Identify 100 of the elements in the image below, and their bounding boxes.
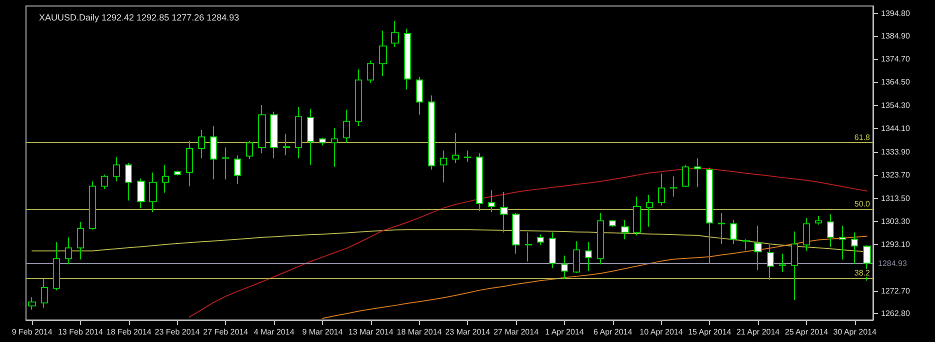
candlestick <box>670 176 677 198</box>
candlestick <box>718 212 725 245</box>
x-tick-label: 15 Apr 2014 <box>688 328 732 336</box>
candlestick <box>452 132 459 164</box>
y-tick-label: 1272.70 <box>881 286 910 296</box>
candlestick <box>198 130 205 159</box>
candlestick <box>500 191 508 233</box>
x-tick-label: 23 Mar 2014 <box>445 328 491 336</box>
annotation: 61.8 <box>854 133 871 142</box>
candlestick <box>525 232 532 262</box>
y-tick-label: 1364.50 <box>881 78 910 87</box>
x-tick-label: 1 Apr 2014 <box>545 328 584 336</box>
candlestick <box>343 109 350 144</box>
candlestick <box>561 255 568 280</box>
candlestick <box>585 242 592 272</box>
candlestick <box>428 94 435 170</box>
candlestick <box>549 232 556 269</box>
x-tick-label: 10 Apr 2014 <box>640 328 684 336</box>
candlestick <box>210 126 217 180</box>
candlestick <box>174 170 181 176</box>
candlestick <box>246 140 253 160</box>
x-tick-label: 13 Feb 2014 <box>58 328 104 336</box>
candlestick <box>355 68 362 127</box>
x-tick-label: 18 Feb 2014 <box>106 328 152 336</box>
candlestick <box>113 156 120 182</box>
candlestick <box>41 278 48 308</box>
candlestick <box>621 219 629 240</box>
candlestick <box>101 174 108 190</box>
y-tick-label: 1313.50 <box>881 194 910 203</box>
x-tick-label: 9 Feb 2014 <box>12 328 53 336</box>
y-tick-label: 1303.30 <box>881 216 910 226</box>
candlestick <box>28 296 36 310</box>
candlestick <box>694 158 701 188</box>
candlestick <box>283 133 290 156</box>
candlestick <box>125 162 132 202</box>
candlestick <box>633 196 641 236</box>
candlestick <box>754 225 762 271</box>
candlestick <box>476 152 483 212</box>
candlestick <box>779 253 786 272</box>
candlestick <box>89 180 96 230</box>
candlestick <box>658 172 665 206</box>
candlestick <box>609 219 616 228</box>
candlestick <box>537 234 544 246</box>
candlestick <box>839 225 846 260</box>
candlestick <box>295 106 302 159</box>
line-series <box>322 236 868 319</box>
candlestick <box>767 244 774 280</box>
candlestick <box>234 154 241 185</box>
y-tick-label: 1344.10 <box>881 124 910 134</box>
candlestick <box>367 60 374 84</box>
candlestick <box>319 137 326 146</box>
candlestick <box>827 214 834 248</box>
candlestick <box>258 104 266 154</box>
candlestick <box>391 20 399 48</box>
candlestick <box>53 242 60 291</box>
candlestick <box>404 28 411 90</box>
y-tick-label: 1293.10 <box>881 240 910 250</box>
candlestick <box>512 212 520 254</box>
ref-line-label: 1284.93 <box>878 258 908 268</box>
x-tick-label: 6 Apr 2014 <box>594 328 633 336</box>
candlestick <box>77 221 84 260</box>
annotation: 50.0 <box>854 200 871 209</box>
candlestick <box>851 232 858 264</box>
x-tick-label: 25 Apr 2014 <box>784 328 829 336</box>
candlestick <box>803 218 810 252</box>
candlestick <box>416 76 423 116</box>
x-tick-label: 30 Apr 2014 <box>833 328 877 336</box>
annotation: 38.2 <box>854 268 871 278</box>
candlestick <box>488 190 495 213</box>
candlestick <box>379 30 387 77</box>
x-tick-label: 13 Mar 2014 <box>348 328 394 336</box>
candlestick <box>573 240 580 274</box>
y-tick-label: 1374.70 <box>881 54 910 64</box>
candlestick <box>682 164 689 188</box>
y-tick-label: 1354.30 <box>881 100 910 110</box>
candlestick <box>646 194 653 228</box>
candlestick <box>815 216 822 226</box>
candlestick <box>440 150 447 183</box>
candlestick <box>270 111 278 159</box>
x-tick-label: 23 Feb 2014 <box>154 328 200 336</box>
x-tick-label: 9 Mar 2014 <box>302 328 344 336</box>
candlestick <box>65 236 72 265</box>
candlestick <box>162 164 169 194</box>
candlestick <box>222 147 229 180</box>
x-tick-label: 4 Mar 2014 <box>254 328 295 336</box>
candlestick <box>186 140 193 187</box>
x-tick-label: 27 Feb 2014 <box>203 328 249 336</box>
y-tick-label: 1333.90 <box>881 147 910 156</box>
candlestick <box>742 238 750 250</box>
candlestick <box>464 150 471 162</box>
y-tick-label: 1323.70 <box>881 170 910 180</box>
x-tick-label: 27 Mar 2014 <box>494 328 540 336</box>
candlestick <box>331 128 338 168</box>
candlestick <box>137 178 145 209</box>
candlestick <box>149 172 157 213</box>
y-tick-label: 1384.90 <box>881 31 910 40</box>
text: XAUUSD.Daily 1292.42 1292.85 1277.26 1284.93 <box>39 12 240 22</box>
candlestick <box>791 230 798 300</box>
candlestick <box>706 167 713 264</box>
y-tick-label: 1394.80 <box>881 8 910 18</box>
